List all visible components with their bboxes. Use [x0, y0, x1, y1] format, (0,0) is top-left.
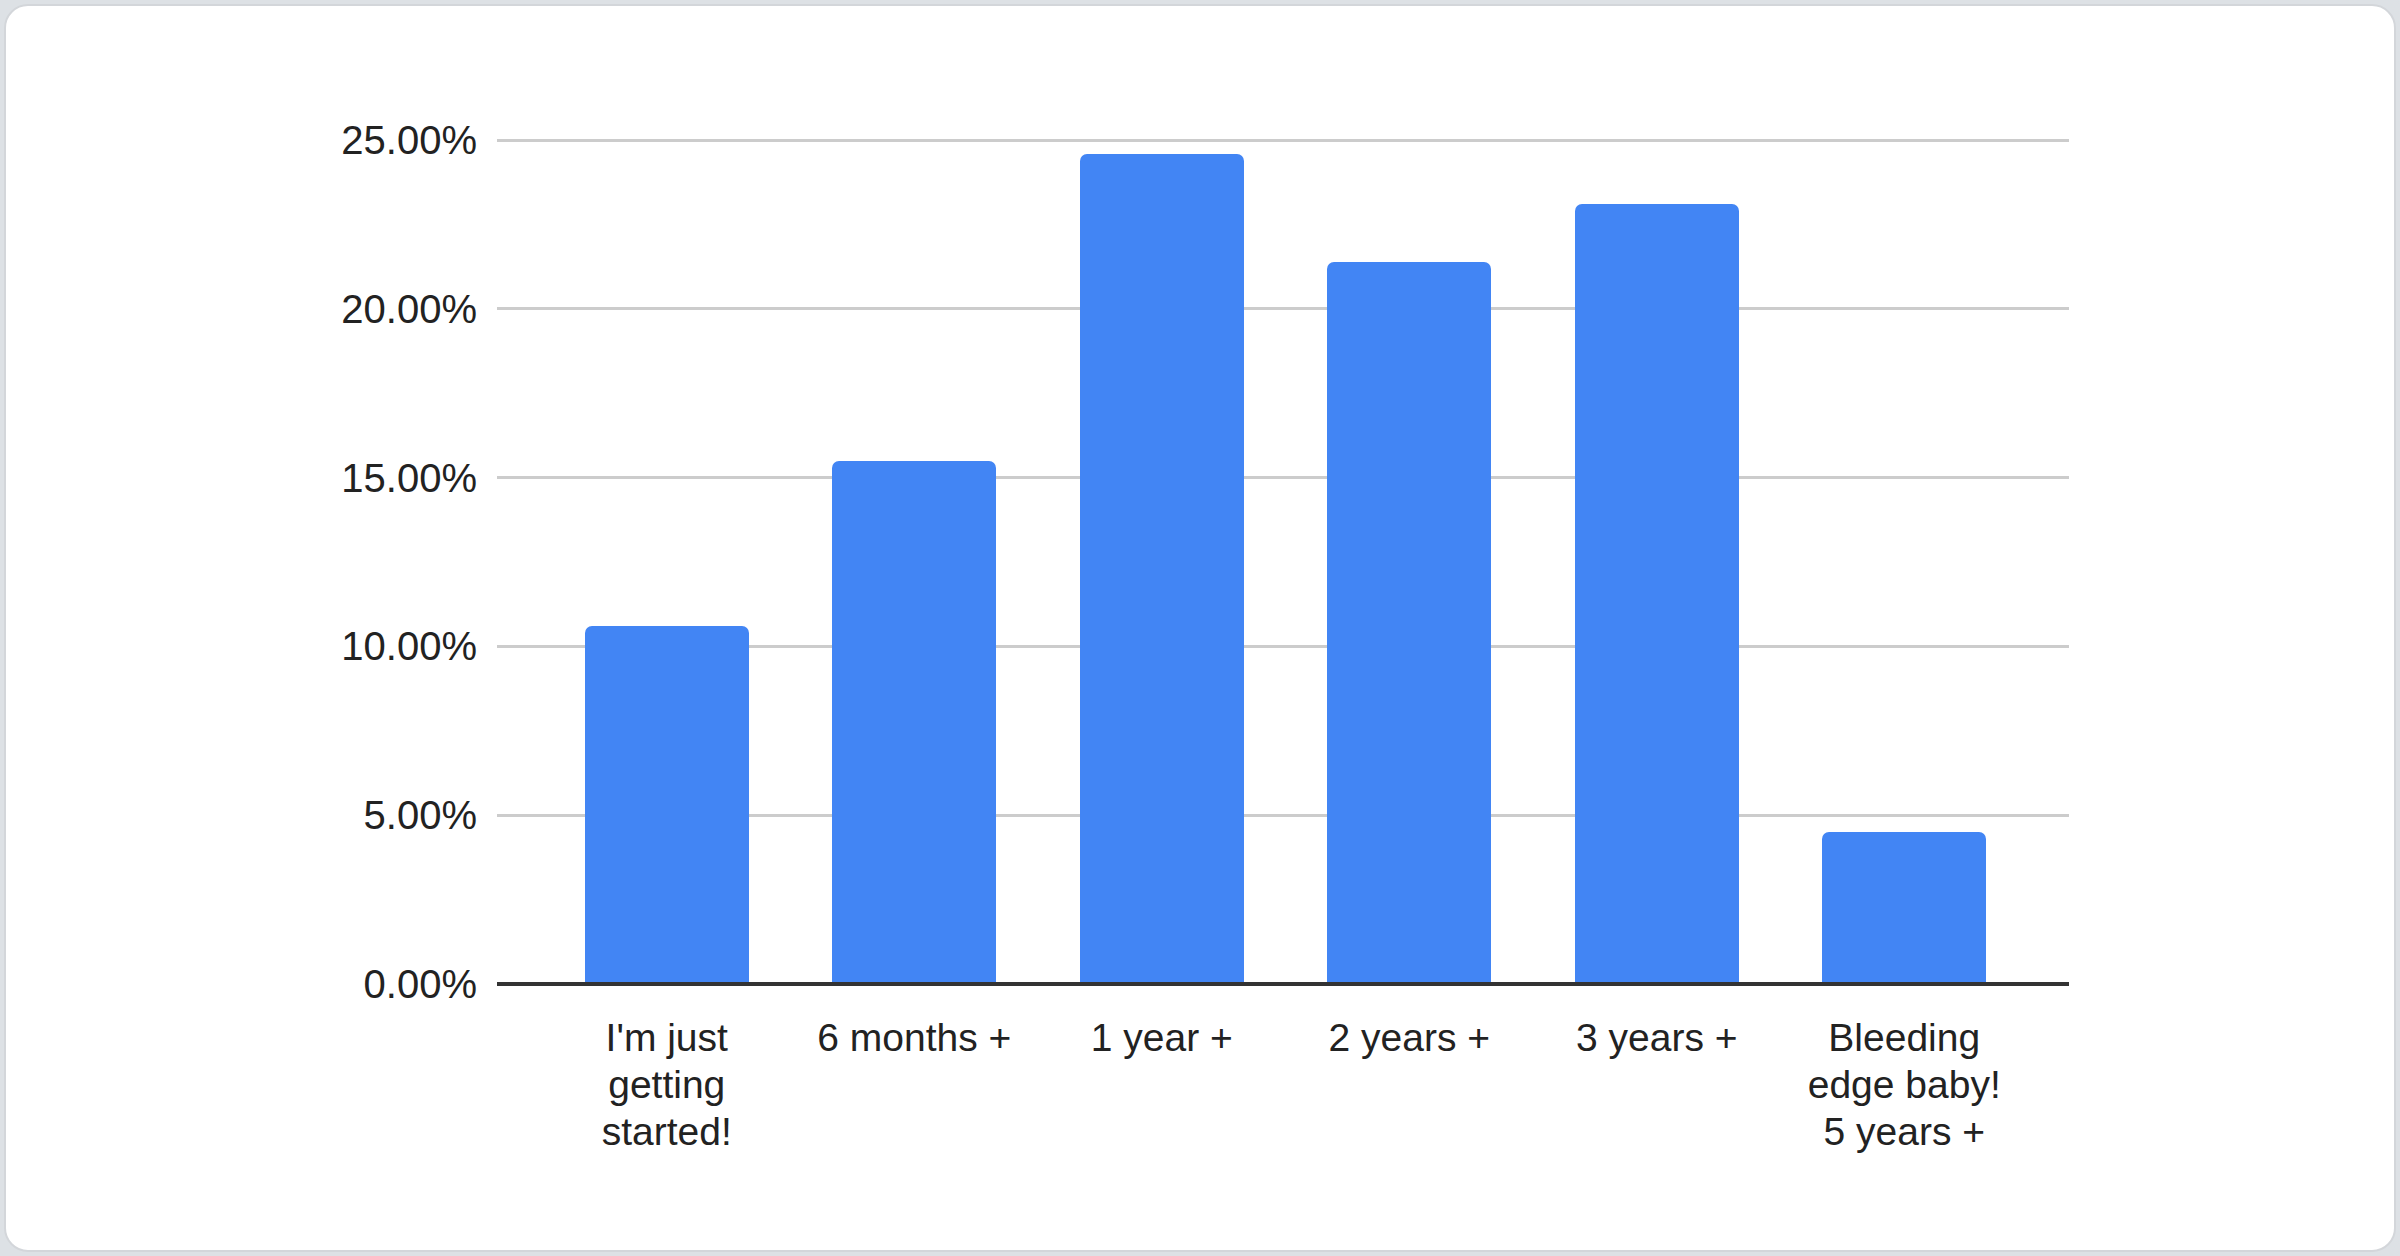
y-tick-label: 20.00%	[217, 289, 477, 329]
bar	[1575, 204, 1739, 984]
y-tick-label: 0.00%	[217, 964, 477, 1004]
x-tick-label-line: 3 years +	[1523, 1014, 1791, 1061]
x-tick-label-line: 5 years +	[1771, 1108, 2039, 1155]
x-tick-label: 1 year +	[1028, 1014, 1296, 1061]
chart-card: 0.00% 5.00% 10.00% 15.00% 20.00% 25.00% I'm ju…	[4, 4, 2396, 1252]
x-tick-label-line: 2 years +	[1276, 1014, 1544, 1061]
gridline	[497, 139, 2069, 142]
y-tick-label: 15.00%	[217, 458, 477, 498]
x-tick-label-line: edge baby!	[1771, 1061, 2039, 1108]
x-tick-label: 6 months +	[781, 1014, 1049, 1061]
x-axis-baseline	[497, 982, 2069, 986]
x-tick-label: 2 years +	[1276, 1014, 1544, 1061]
x-tick-label-line: I'm just	[533, 1014, 801, 1061]
y-tick-label: 5.00%	[217, 795, 477, 835]
bar	[1822, 832, 1986, 984]
gridline	[497, 307, 2069, 310]
x-tick-label: 3 years +	[1523, 1014, 1791, 1061]
x-tick-label-line: getting	[533, 1061, 801, 1108]
x-tick-label-line: 1 year +	[1028, 1014, 1296, 1061]
bar	[1327, 262, 1491, 984]
x-tick-label-line: Bleeding	[1771, 1014, 2039, 1061]
bar	[832, 461, 996, 984]
y-tick-label: 10.00%	[217, 626, 477, 666]
x-tick-label: I'm justgettingstarted!	[533, 1014, 801, 1155]
x-tick-label-line: 6 months +	[781, 1014, 1049, 1061]
x-tick-label-line: started!	[533, 1108, 801, 1155]
bar	[1080, 154, 1244, 984]
bar	[585, 626, 749, 984]
x-tick-label: Bleedingedge baby!5 years +	[1771, 1014, 2039, 1155]
y-tick-label: 25.00%	[217, 120, 477, 160]
bar-chart: 0.00% 5.00% 10.00% 15.00% 20.00% 25.00% I'm ju…	[6, 6, 2394, 1250]
gridline	[497, 476, 2069, 479]
